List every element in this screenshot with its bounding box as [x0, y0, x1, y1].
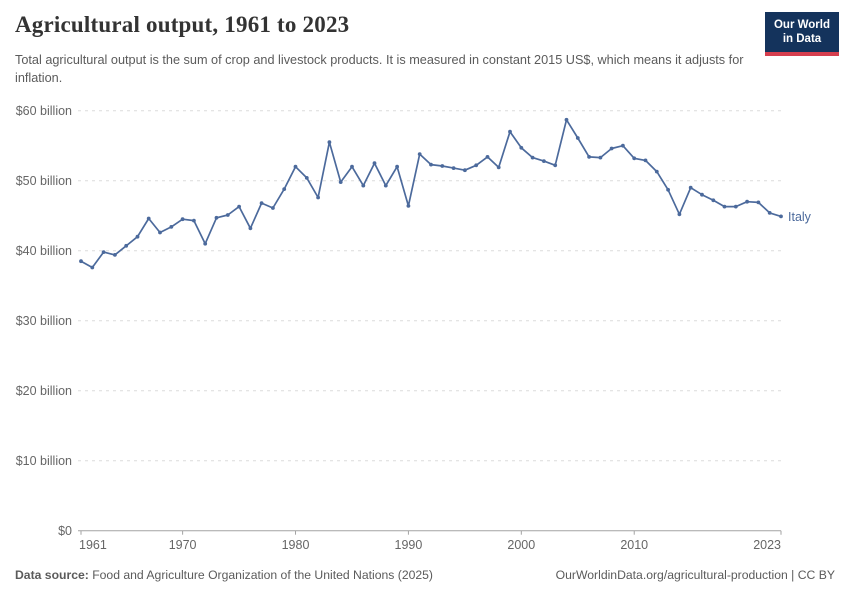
data-point-marker [180, 217, 185, 222]
data-point-marker [756, 200, 761, 205]
data-point-marker [124, 243, 129, 248]
owid-logo-line2: in Data [782, 32, 822, 45]
data-point-marker [587, 155, 591, 159]
page-subtitle: Total agricultural output is the sum of … [15, 53, 744, 85]
data-point-marker [519, 145, 524, 150]
data-point-marker [350, 164, 354, 169]
chart-canvas: $60 billion $50 billion $40 billion $30 bil… [16, 104, 812, 552]
data-source-label: Data source: [15, 568, 89, 582]
data-point-marker [463, 168, 467, 173]
data-point-marker [654, 169, 659, 174]
data-point-marker [338, 180, 343, 185]
data-point-marker [485, 155, 490, 159]
data-point-marker [101, 250, 106, 255]
data-point-marker [203, 241, 208, 246]
data-point-marker [90, 265, 95, 270]
data-point-marker [146, 216, 151, 221]
data-point-marker [372, 161, 377, 166]
data-point-marker [429, 162, 433, 167]
data-point-marker [282, 187, 287, 192]
series-label-italy: Italy [788, 210, 812, 224]
data-point-marker [733, 204, 738, 209]
data-point-marker [135, 234, 140, 239]
data-point-marker [169, 225, 174, 229]
data-point-marker [677, 212, 682, 217]
x-tick-label: 1990 [395, 538, 423, 552]
data-point-marker [327, 140, 332, 145]
data-point-marker [553, 163, 558, 168]
y-tick-label: $20 billion [16, 384, 72, 398]
x-tick-label: 1961 [79, 538, 107, 552]
data-point-marker [722, 204, 727, 209]
data-point-marker [406, 204, 411, 208]
y-tick-label: $0 [58, 524, 72, 538]
data-source-note: Data source: Food and Agriculture Organi… [15, 568, 433, 582]
data-point-marker [383, 183, 388, 188]
data-point-marker [259, 201, 264, 206]
y-tick-label: $50 billion [16, 174, 72, 188]
data-point-marker [496, 165, 501, 170]
data-point-marker [609, 146, 614, 151]
data-point-marker [575, 136, 580, 140]
data-point-marker [451, 166, 456, 171]
footer-separator: | [787, 568, 798, 582]
y-tick-label: $30 billion [16, 314, 72, 328]
footer-links: OurWorldinData.org/agricultural-producti… [556, 568, 835, 582]
data-source-text: Food and Agriculture Organization of the… [88, 568, 433, 582]
data-point-marker [225, 213, 230, 217]
data-point-marker [711, 198, 716, 203]
data-point-marker [293, 164, 298, 169]
data-point-marker [564, 117, 569, 122]
data-point-marker [688, 185, 693, 190]
data-point-marker [779, 214, 783, 219]
x-tick-label: 1970 [169, 538, 197, 552]
data-point-marker [632, 156, 637, 161]
data-point-marker [417, 152, 422, 157]
data-point-marker [474, 163, 479, 168]
data-point-marker [666, 187, 670, 192]
y-tick-label: $40 billion [16, 244, 72, 258]
data-point-marker [192, 218, 196, 223]
owid-logo-line1: Our World [773, 19, 830, 31]
data-point-marker [395, 164, 399, 169]
data-point-marker [237, 204, 242, 209]
data-point-marker [113, 253, 117, 257]
data-point-marker [542, 159, 546, 164]
owid-logo[interactable]: Our World in Data [765, 12, 839, 56]
data-point-marker [700, 192, 704, 197]
page-title: Agricultural output, 1961 to 2023 [15, 12, 350, 37]
data-point-marker [361, 183, 366, 188]
data-point-marker [530, 155, 535, 160]
data-point-marker [79, 259, 83, 264]
y-tick-label: $60 billion [16, 104, 72, 118]
data-point-marker [440, 164, 445, 168]
footer-url-link[interactable]: OurWorldinData.org/agricultural-producti… [555, 568, 788, 582]
x-tick-label: 2010 [620, 538, 648, 552]
data-point-marker [745, 199, 749, 204]
y-tick-label: $10 billion [16, 454, 72, 468]
footer: Data source: Food and Agriculture Organi… [15, 568, 835, 588]
footer-license-link[interactable]: CC BY [797, 568, 835, 582]
data-point-marker [643, 158, 648, 163]
x-tick-label: 1980 [282, 538, 310, 552]
data-point-marker [621, 143, 625, 148]
x-tick-label: 2000 [507, 538, 535, 552]
data-point-marker [767, 211, 772, 215]
data-point-marker [248, 226, 253, 231]
data-line-italy [80, 118, 782, 269]
data-point-marker [304, 176, 309, 180]
data-point-marker [316, 195, 320, 200]
x-tick-label: 2023 [753, 538, 781, 552]
data-point-marker [158, 230, 162, 235]
data-point-marker [214, 215, 219, 220]
data-point-marker [508, 129, 512, 134]
data-point-marker [598, 155, 603, 160]
data-point-marker [271, 206, 275, 210]
